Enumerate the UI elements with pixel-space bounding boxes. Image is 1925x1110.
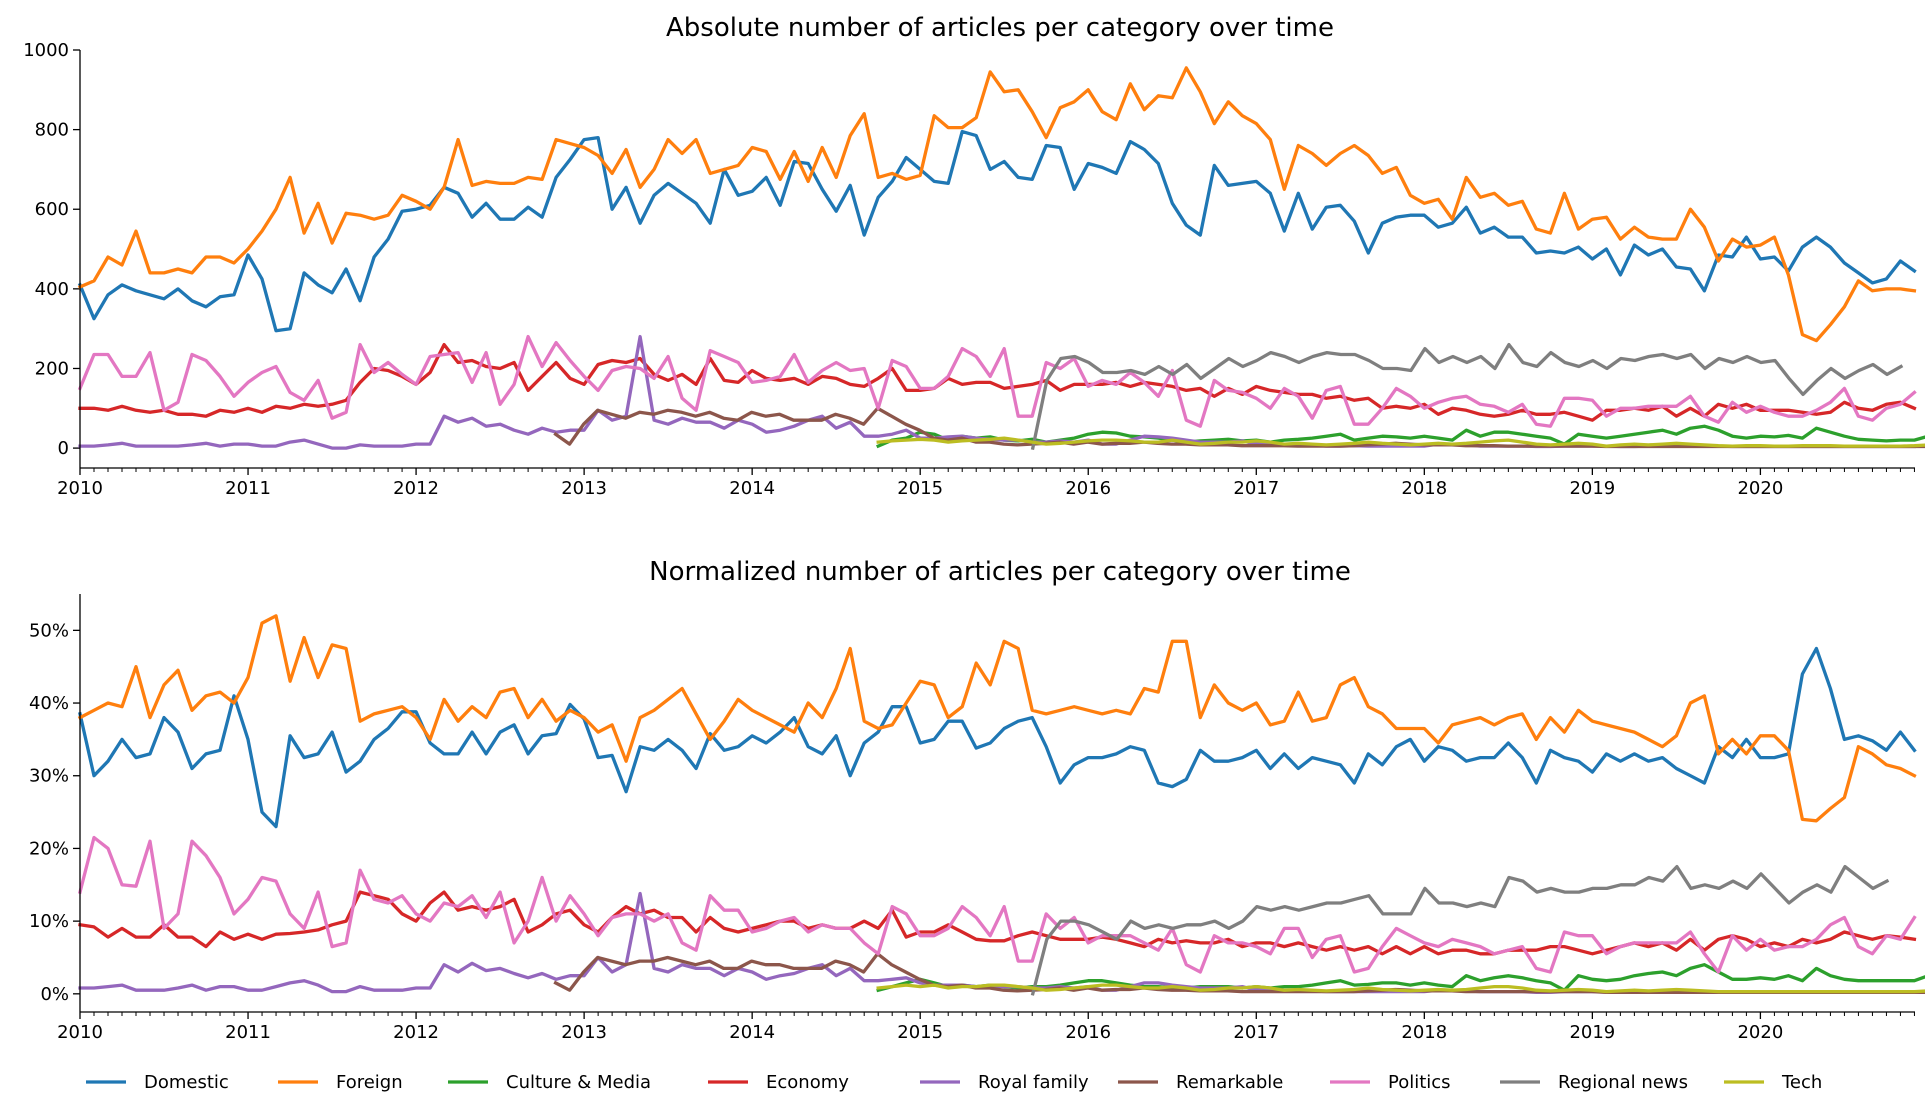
- normalized-x-tick-label: 2012: [393, 1022, 439, 1043]
- absolute-y-tick-label: 1000: [23, 40, 69, 61]
- normalized-y-tick-label: 40%: [29, 693, 69, 714]
- legend-label-regional-news: Regional news: [1558, 1072, 1688, 1093]
- absolute-x-tick-label: 2015: [897, 478, 943, 499]
- absolute-x-tick-label: 2010: [57, 478, 103, 499]
- normalized-y-tick-label: 0%: [40, 984, 69, 1005]
- legend-label-economy: Economy: [766, 1072, 849, 1093]
- normalized-series-politics: [77, 835, 1917, 974]
- absolute-series-tech: [876, 436, 1925, 448]
- legend-label-domestic: Domestic: [144, 1072, 229, 1093]
- absolute-x-tick-label: 2016: [1065, 478, 1111, 499]
- absolute-x-tick-label: 2012: [393, 478, 439, 499]
- normalized-x-tick-label: 2018: [1401, 1022, 1447, 1043]
- absolute-series-culture-media: [876, 424, 1925, 449]
- normalized-series-foreign: [77, 614, 1917, 823]
- legend-label-culture-media: Culture & Media: [506, 1072, 651, 1093]
- normalized-x-tick-label: 2015: [897, 1022, 943, 1043]
- legend-label-tech: Tech: [1781, 1072, 1822, 1093]
- absolute-y-tick-label: 400: [35, 279, 69, 300]
- normalized-x-tick-label: 2016: [1065, 1022, 1111, 1043]
- normalized-x-tick-label: 2017: [1233, 1022, 1279, 1043]
- absolute-x-tick-label: 2019: [1569, 478, 1615, 499]
- absolute-axis-ticks: 0 200 400 600 800 1000 2010 2011 2012 2013 2014 201…: [23, 40, 1915, 499]
- legend: Domestic Foreign Culture & Media Economy Roy…: [86, 1072, 1822, 1093]
- normalized-axis-ticks: 0% 10% 20% 30% 40% 50% 2010 2011 2012 2013 2014 201…: [29, 620, 1915, 1043]
- legend-label-politics: Politics: [1388, 1072, 1451, 1093]
- legend-label-remarkable: Remarkable: [1176, 1072, 1283, 1093]
- normalized-series-domestic: [78, 646, 1917, 829]
- chart-title-normalized: Normalized number of articles per catego…: [649, 557, 1351, 587]
- normalized-series-culture-media: [876, 963, 1925, 993]
- absolute-y-tick-label: 0: [58, 438, 69, 459]
- absolute-series-regional-news: [1030, 342, 1904, 451]
- absolute-x-tick-label: 2017: [1233, 478, 1279, 499]
- absolute-articles-chart: Absolute number of articles per category…: [23, 13, 1925, 499]
- normalized-x-tick-label: 2020: [1737, 1022, 1783, 1043]
- normalized-x-tick-label: 2014: [729, 1022, 775, 1043]
- chart-title-absolute: Absolute number of articles per category…: [666, 13, 1334, 43]
- absolute-series-domestic: [77, 129, 1917, 333]
- normalized-series-economy: [78, 890, 1917, 956]
- normalized-series-regional-news: [1030, 864, 1890, 996]
- legend-label-royal-family: Royal family: [978, 1072, 1089, 1093]
- normalized-articles-chart: Normalized number of articles per catego…: [29, 557, 1925, 1043]
- normalized-x-tick-label: 2013: [561, 1022, 607, 1043]
- normalized-y-tick-label: 20%: [29, 838, 69, 859]
- absolute-series-lines: [77, 66, 1925, 451]
- normalized-series-tech: [876, 983, 1925, 994]
- absolute-x-tick-label: 2013: [561, 478, 607, 499]
- absolute-x-tick-label: 2014: [729, 478, 775, 499]
- absolute-y-tick-label: 600: [35, 199, 69, 220]
- absolute-series-foreign: [77, 66, 1917, 343]
- absolute-x-tick-label: 2020: [1737, 478, 1783, 499]
- normalized-x-tick-label: 2019: [1569, 1022, 1615, 1043]
- normalized-y-tick-label: 50%: [29, 620, 69, 641]
- absolute-series-politics: [77, 334, 1917, 428]
- absolute-y-tick-label: 800: [35, 120, 69, 141]
- absolute-y-tick-label: 200: [35, 358, 69, 379]
- normalized-series-lines: [77, 614, 1925, 996]
- legend-label-foreign: Foreign: [336, 1072, 403, 1093]
- normalized-y-tick-label: 10%: [29, 911, 69, 932]
- absolute-x-tick-label: 2011: [225, 478, 271, 499]
- normalized-y-tick-label: 30%: [29, 766, 69, 787]
- normalized-x-tick-label: 2011: [225, 1022, 271, 1043]
- absolute-series-economy: [78, 342, 1917, 422]
- normalized-x-tick-label: 2010: [57, 1022, 103, 1043]
- absolute-x-tick-label: 2018: [1401, 478, 1447, 499]
